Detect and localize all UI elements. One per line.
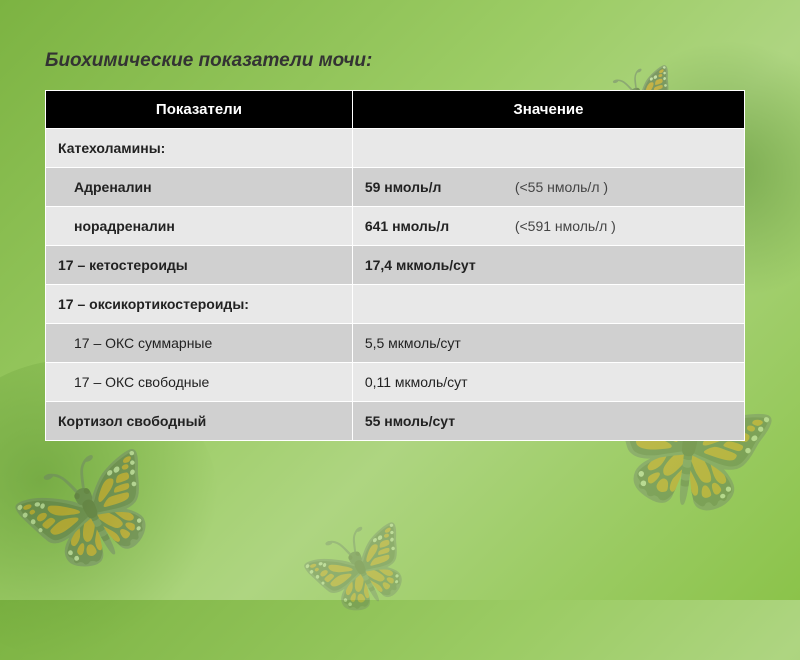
table-row: 17 – ОКС свободные 0,11 мкмоль/сут [46, 363, 745, 402]
value-text: 5,5 мкмоль/сут [365, 335, 515, 351]
table-row: 17 – оксикортикостероиды: [46, 285, 745, 324]
value-text: 55 нмоль/сут [365, 413, 515, 429]
cell-value: 0,11 мкмоль/сут [352, 363, 744, 402]
slide-content: Биохимические показатели мочи: Показател… [0, 0, 800, 441]
cell-indicator: 17 – кетостероиды [46, 246, 353, 285]
cell-value: 59 нмоль/л(<55 нмоль/л ) [352, 168, 744, 207]
cell-indicator: Адреналин [46, 168, 353, 207]
value-text: 641 нмоль/л [365, 218, 515, 234]
butterfly-icon: 🦋 [0, 423, 175, 597]
cell-value: 641 нмоль/л(<591 нмоль/л ) [352, 207, 744, 246]
cell-indicator: 17 – оксикортикостероиды: [46, 285, 353, 324]
results-table: Показатели Значение Катехоламины:Адренал… [45, 90, 745, 441]
table-row: Адреналин59 нмоль/л(<55 нмоль/л ) [46, 168, 745, 207]
table-row: норадреналин641 нмоль/л(<591 нмоль/л ) [46, 207, 745, 246]
cell-value: 55 нмоль/сут [352, 402, 744, 441]
cell-indicator: 17 – ОКС свободные [46, 363, 353, 402]
cell-indicator: Кортизол свободный [46, 402, 353, 441]
cell-value [352, 129, 744, 168]
value-text: 59 нмоль/л [365, 179, 515, 195]
col-header-indicator: Показатели [46, 91, 353, 129]
cell-indicator: норадреналин [46, 207, 353, 246]
table-row: Кортизол свободный 55 нмоль/сут [46, 402, 745, 441]
table-row: Катехоламины: [46, 129, 745, 168]
cell-indicator: Катехоламины: [46, 129, 353, 168]
slide-title: Биохимические показатели мочи: [45, 50, 755, 72]
cell-value: 5,5 мкмоль/сут [352, 324, 744, 363]
table-row: 17 – кетостероиды 17,4 мкмоль/сут [46, 246, 745, 285]
cell-indicator: 17 – ОКС суммарные [46, 324, 353, 363]
cell-value: 17,4 мкмоль/сут [352, 246, 744, 285]
reference-range: (<591 нмоль/л ) [515, 218, 616, 234]
value-text: 17,4 мкмоль/сут [365, 257, 515, 273]
reference-range: (<55 нмоль/л ) [515, 179, 608, 195]
butterfly-icon: 🦋 [288, 502, 423, 632]
table-row: 17 – ОКС суммарные 5,5 мкмоль/сут [46, 324, 745, 363]
table-header-row: Показатели Значение [46, 91, 745, 129]
value-text: 0,11 мкмоль/сут [365, 374, 515, 390]
cell-value [352, 285, 744, 324]
col-header-value: Значение [352, 91, 744, 129]
